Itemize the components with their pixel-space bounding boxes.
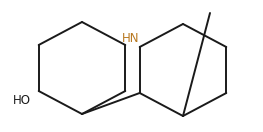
Text: HN: HN <box>122 32 140 44</box>
Text: HO: HO <box>13 93 31 107</box>
